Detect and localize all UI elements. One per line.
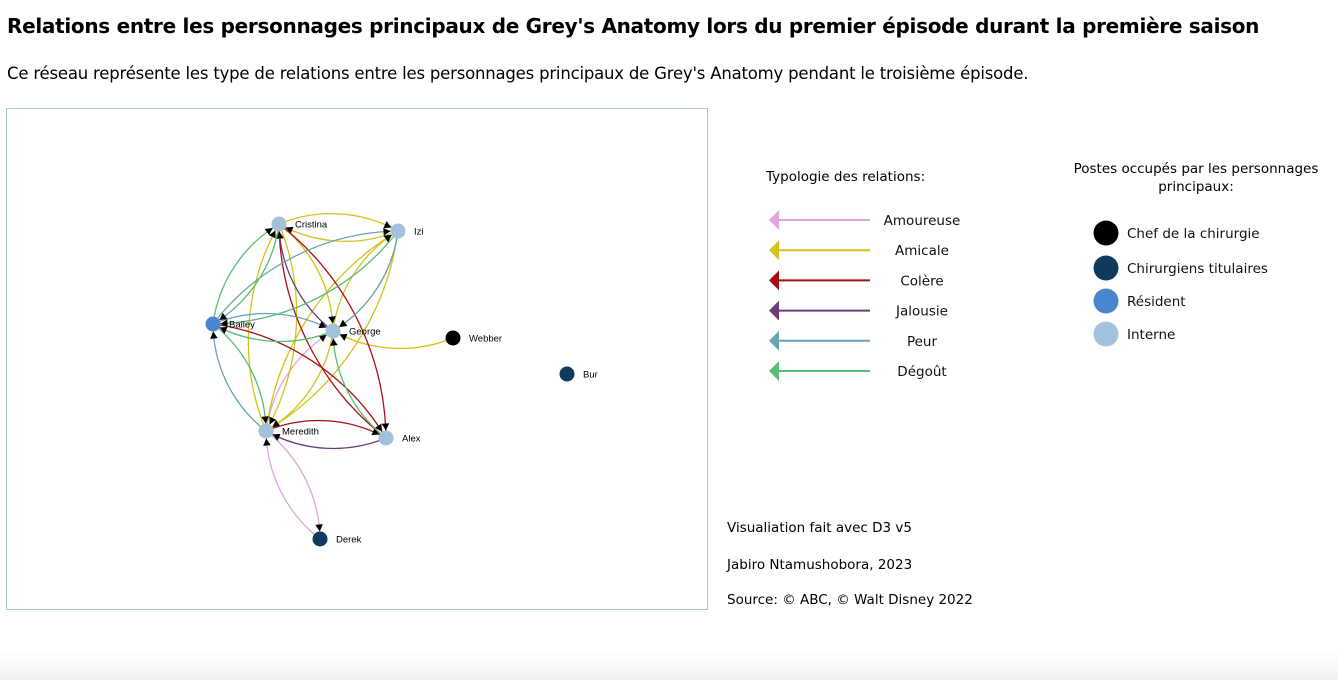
relation-arrowhead xyxy=(263,438,271,446)
node-cristina[interactable] xyxy=(271,216,287,232)
page-subtitle: Ce réseau représente les type de relatio… xyxy=(7,64,1029,83)
relation-link-amicale xyxy=(332,230,399,332)
relation-arrowhead xyxy=(318,321,327,329)
node-label-meredith: Meredith xyxy=(282,427,319,438)
relation-arrowhead xyxy=(269,416,277,425)
node-alex[interactable] xyxy=(378,430,394,446)
relation-arrowhead xyxy=(371,428,380,436)
node-izi[interactable] xyxy=(390,223,406,239)
relation-arrowhead xyxy=(383,234,392,243)
node-meredith[interactable] xyxy=(258,423,274,439)
node-label-izi: Izi xyxy=(414,227,424,238)
relation-link-degout xyxy=(212,223,280,325)
relation-link-amicale xyxy=(247,223,280,432)
relation-arrowhead xyxy=(315,524,323,532)
legend-relations: Amoureuse Amicale Colère Jalousie Peur Dégoût xyxy=(769,210,960,381)
node-bur[interactable] xyxy=(559,366,575,382)
legend-post-dot-resident xyxy=(1093,288,1119,314)
relation-link-degout xyxy=(212,223,280,325)
relation-arrowhead xyxy=(339,319,348,328)
page-title: Relations entre les personnages principa… xyxy=(7,14,1260,38)
legend-post-dot-interne xyxy=(1093,321,1119,347)
legend-post-dot-chirurgiens-titulaires xyxy=(1093,255,1119,281)
relation-arrowhead xyxy=(381,423,390,431)
relation-arrowhead xyxy=(375,423,383,432)
legend-relation-label-amoureuse: Amoureuse xyxy=(884,213,960,229)
legend-relation-arrow-amoureuse xyxy=(769,210,779,230)
legend-post-label-chef-de-la-chirurgie: Chef de la chirurgie xyxy=(1127,226,1260,242)
legend-relation-arrow-colere xyxy=(769,270,779,291)
network-panel[interactable]: Cristina Izi Bailey George Webber Bur Meredith… xyxy=(6,108,708,610)
relation-link-amicale xyxy=(265,230,399,432)
legend-post-label-chirurgiens-titulaires: Chirurgiens titulaires xyxy=(1127,261,1268,277)
legend-relation-label-degout: Dégoût xyxy=(897,364,946,380)
node-label-webber: Webber xyxy=(469,334,502,345)
node-derek[interactable] xyxy=(312,531,328,547)
relation-link-amicale xyxy=(265,230,399,432)
relation-arrowhead xyxy=(264,227,273,236)
node-label-bailey: Bailey xyxy=(229,320,255,331)
relation-arrowhead xyxy=(383,221,392,229)
legend-relation-arrow-degout xyxy=(769,361,779,381)
legend-relation-label-amicale: Amicale xyxy=(895,243,949,259)
node-webber[interactable] xyxy=(445,330,461,346)
relation-arrowhead xyxy=(272,419,281,428)
legend-relation-label-colere: Colère xyxy=(900,273,943,289)
relation-link-peur xyxy=(212,230,399,325)
node-label-alex: Alex xyxy=(402,434,421,445)
legend-relation-label-peur: Peur xyxy=(907,334,938,350)
node-label-george: George xyxy=(349,327,381,338)
legend-posts-title: Postes occupés par les personnages princ… xyxy=(1073,161,1319,195)
legend-posts: Chef de la chirurgie Chirurgiens titulair… xyxy=(1093,220,1268,347)
credit-author: Jabiro Ntamushobora, 2023 xyxy=(727,557,913,573)
legend-post-label-interne: Interne xyxy=(1127,327,1175,343)
relation-link-degout xyxy=(212,230,399,325)
relation-arrowhead xyxy=(219,326,228,334)
relation-arrowhead xyxy=(272,433,281,441)
node-label-derek: Derek xyxy=(336,535,362,546)
network-graph[interactable]: Cristina Izi Bailey George Webber Bur Meredith… xyxy=(7,109,707,609)
legend-relation-arrow-jalousie xyxy=(769,300,779,321)
legend-post-label-resident: Résident xyxy=(1127,294,1186,310)
credit-tool: Visualiation fait avec D3 v5 xyxy=(727,520,912,536)
links-layer xyxy=(210,213,454,540)
page-bottom-shade xyxy=(0,650,1338,680)
relation-arrowhead xyxy=(330,338,338,346)
legend-relations-title: Typologie des relations: xyxy=(766,169,926,185)
relation-arrowhead xyxy=(268,230,276,239)
relation-arrowhead xyxy=(318,334,327,343)
node-label-bur: Bur xyxy=(583,370,598,381)
relation-arrowhead xyxy=(328,316,336,324)
legend-post-dot-chef-de-la-chirurgie xyxy=(1093,220,1119,246)
nodes-layer xyxy=(205,216,575,547)
relation-arrowhead xyxy=(210,331,218,339)
relation-arrowhead xyxy=(276,231,284,239)
relation-arrowhead xyxy=(383,227,391,236)
node-bailey[interactable] xyxy=(205,316,221,332)
relation-arrowhead xyxy=(339,333,348,341)
relation-link-amicale xyxy=(265,330,334,432)
legend-relation-arrow-peur xyxy=(769,330,779,351)
legend-relation-label-jalousie: Jalousie xyxy=(895,304,948,320)
relation-arrowhead xyxy=(261,416,269,424)
node-george[interactable] xyxy=(325,323,341,339)
relation-arrowhead xyxy=(219,312,228,321)
relation-link-colere xyxy=(212,323,387,439)
credit-source: Source: © ABC, © Walt Disney 2022 xyxy=(727,592,973,608)
relation-link-amicale xyxy=(332,230,399,332)
node-label-cristina: Cristina xyxy=(295,220,328,231)
labels-layer: Cristina Izi Bailey George Webber Bur Meredith… xyxy=(229,220,598,546)
legend-relation-arrow-amicale xyxy=(769,240,779,261)
relation-arrowhead xyxy=(285,226,294,234)
relation-arrowhead xyxy=(220,319,228,328)
relation-link-colere xyxy=(278,223,387,439)
relation-link-amicale xyxy=(265,223,298,432)
relation-link-amoureuse xyxy=(265,330,334,432)
relation-link-colere xyxy=(278,223,387,439)
relation-link-peur xyxy=(332,230,399,332)
